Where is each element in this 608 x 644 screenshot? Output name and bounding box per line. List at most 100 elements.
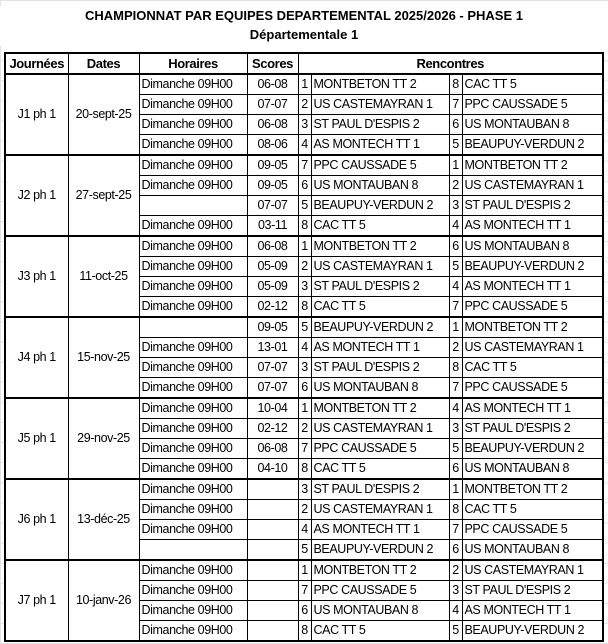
home-team-cell[interactable]: CAC TT 5 — [310, 458, 450, 480]
score-cell[interactable]: 02-12 — [246, 296, 299, 318]
score-cell[interactable]: 09-05 — [246, 175, 299, 196]
away-team-cell[interactable]: AS MONTECH TT 1 — [461, 276, 604, 297]
time-cell[interactable] — [138, 316, 248, 338]
home-number-cell[interactable]: 2 — [297, 94, 312, 115]
away-number-cell[interactable]: 7 — [448, 296, 463, 318]
time-cell[interactable]: Dimanche 09H00 — [138, 357, 248, 378]
away-number-cell[interactable]: 6 — [448, 458, 463, 480]
date-cell[interactable]: 20-sept-25 — [67, 73, 140, 156]
home-team-cell[interactable]: PPC CAUSSADE 5 — [310, 438, 450, 459]
date-cell[interactable]: 15-nov-25 — [67, 316, 140, 399]
home-number-cell[interactable]: 1 — [297, 73, 312, 95]
home-number-cell[interactable]: 8 — [297, 215, 312, 237]
home-number-cell[interactable]: 7 — [297, 438, 312, 459]
away-team-cell[interactable]: US MONTAUBAN 8 — [461, 235, 604, 257]
home-team-cell[interactable]: US CASTEMAYRAN 1 — [310, 256, 450, 277]
date-cell[interactable]: 10-janv-26 — [67, 559, 140, 642]
home-team-cell[interactable]: PPC CAUSSADE 5 — [310, 154, 450, 176]
journee-cell[interactable]: J3 ph 1 — [4, 235, 69, 318]
time-cell[interactable]: Dimanche 09H00 — [138, 256, 248, 277]
away-number-cell[interactable]: 4 — [448, 276, 463, 297]
time-cell[interactable]: Dimanche 09H00 — [138, 620, 248, 642]
away-number-cell[interactable]: 2 — [448, 559, 463, 581]
home-team-cell[interactable]: CAC TT 5 — [310, 296, 450, 318]
header-rencontres[interactable]: Rencontres — [297, 52, 604, 75]
home-team-cell[interactable]: ST PAUL D'ESPIS 2 — [310, 357, 450, 378]
score-cell[interactable] — [246, 620, 299, 642]
time-cell[interactable] — [138, 195, 248, 216]
time-cell[interactable]: Dimanche 09H00 — [138, 235, 248, 257]
away-number-cell[interactable]: 7 — [448, 94, 463, 115]
home-number-cell[interactable]: 2 — [297, 499, 312, 520]
score-cell[interactable]: 13-01 — [246, 337, 299, 358]
score-cell[interactable] — [246, 580, 299, 601]
home-team-cell[interactable]: US MONTAUBAN 8 — [310, 377, 450, 399]
away-team-cell[interactable]: PPC CAUSSADE 5 — [461, 377, 604, 399]
home-number-cell[interactable]: 3 — [297, 357, 312, 378]
time-cell[interactable]: Dimanche 09H00 — [138, 296, 248, 318]
away-team-cell[interactable]: ST PAUL D'ESPIS 2 — [461, 580, 604, 601]
header-dates[interactable]: Dates — [67, 52, 140, 75]
home-team-cell[interactable]: AS MONTECH TT 1 — [310, 519, 450, 540]
away-team-cell[interactable]: US CASTEMAYRAN 1 — [461, 559, 604, 581]
date-cell[interactable]: 29-nov-25 — [67, 397, 140, 480]
home-number-cell[interactable]: 6 — [297, 377, 312, 399]
home-team-cell[interactable]: ST PAUL D'ESPIS 2 — [310, 276, 450, 297]
away-number-cell[interactable]: 7 — [448, 377, 463, 399]
away-team-cell[interactable]: AS MONTECH TT 1 — [461, 397, 604, 419]
away-team-cell[interactable]: CAC TT 5 — [461, 73, 604, 95]
home-team-cell[interactable]: MONTBETON TT 2 — [310, 559, 450, 581]
home-number-cell[interactable]: 2 — [297, 418, 312, 439]
away-team-cell[interactable]: MONTBETON TT 2 — [461, 316, 604, 338]
home-team-cell[interactable]: MONTBETON TT 2 — [310, 397, 450, 419]
time-cell[interactable]: Dimanche 09H00 — [138, 519, 248, 540]
away-team-cell[interactable]: BEAUPUY-VERDUN 2 — [461, 134, 604, 156]
home-team-cell[interactable]: AS MONTECH TT 1 — [310, 337, 450, 358]
time-cell[interactable]: Dimanche 09H00 — [138, 499, 248, 520]
score-cell[interactable]: 07-07 — [246, 195, 299, 216]
home-team-cell[interactable]: PPC CAUSSADE 5 — [310, 580, 450, 601]
away-number-cell[interactable]: 3 — [448, 418, 463, 439]
home-number-cell[interactable]: 3 — [297, 276, 312, 297]
away-number-cell[interactable]: 8 — [448, 499, 463, 520]
home-team-cell[interactable]: CAC TT 5 — [310, 215, 450, 237]
journee-cell[interactable]: J4 ph 1 — [4, 316, 69, 399]
time-cell[interactable]: Dimanche 09H00 — [138, 276, 248, 297]
away-number-cell[interactable]: 2 — [448, 337, 463, 358]
home-number-cell[interactable]: 2 — [297, 256, 312, 277]
score-cell[interactable] — [246, 559, 299, 581]
home-team-cell[interactable]: BEAUPUY-VERDUN 2 — [310, 316, 450, 338]
time-cell[interactable]: Dimanche 09H00 — [138, 215, 248, 237]
away-number-cell[interactable]: 8 — [448, 357, 463, 378]
home-number-cell[interactable]: 7 — [297, 580, 312, 601]
score-cell[interactable]: 06-08 — [246, 73, 299, 95]
home-number-cell[interactable]: 8 — [297, 458, 312, 480]
home-team-cell[interactable]: MONTBETON TT 2 — [310, 235, 450, 257]
score-cell[interactable]: 09-05 — [246, 154, 299, 176]
away-team-cell[interactable]: US CASTEMAYRAN 1 — [461, 175, 604, 196]
away-number-cell[interactable]: 3 — [448, 195, 463, 216]
home-number-cell[interactable]: 4 — [297, 337, 312, 358]
home-number-cell[interactable]: 4 — [297, 134, 312, 156]
away-number-cell[interactable]: 6 — [448, 235, 463, 257]
away-team-cell[interactable]: ST PAUL D'ESPIS 2 — [461, 195, 604, 216]
away-number-cell[interactable]: 1 — [448, 316, 463, 338]
time-cell[interactable]: Dimanche 09H00 — [138, 134, 248, 156]
away-team-cell[interactable]: BEAUPUY-VERDUN 2 — [461, 620, 604, 642]
home-team-cell[interactable]: US CASTEMAYRAN 1 — [310, 499, 450, 520]
away-number-cell[interactable]: 4 — [448, 397, 463, 419]
home-team-cell[interactable]: US CASTEMAYRAN 1 — [310, 94, 450, 115]
away-team-cell[interactable]: US MONTAUBAN 8 — [461, 458, 604, 480]
away-number-cell[interactable]: 2 — [448, 175, 463, 196]
score-cell[interactable]: 04-10 — [246, 458, 299, 480]
home-number-cell[interactable]: 5 — [297, 539, 312, 561]
time-cell[interactable]: Dimanche 09H00 — [138, 337, 248, 358]
home-number-cell[interactable]: 3 — [297, 478, 312, 500]
date-cell[interactable]: 11-oct-25 — [67, 235, 140, 318]
time-cell[interactable]: Dimanche 09H00 — [138, 478, 248, 500]
away-number-cell[interactable]: 5 — [448, 256, 463, 277]
time-cell[interactable]: Dimanche 09H00 — [138, 559, 248, 581]
away-number-cell[interactable]: 1 — [448, 478, 463, 500]
score-cell[interactable] — [246, 600, 299, 621]
header-scores[interactable]: Scores — [246, 52, 299, 75]
